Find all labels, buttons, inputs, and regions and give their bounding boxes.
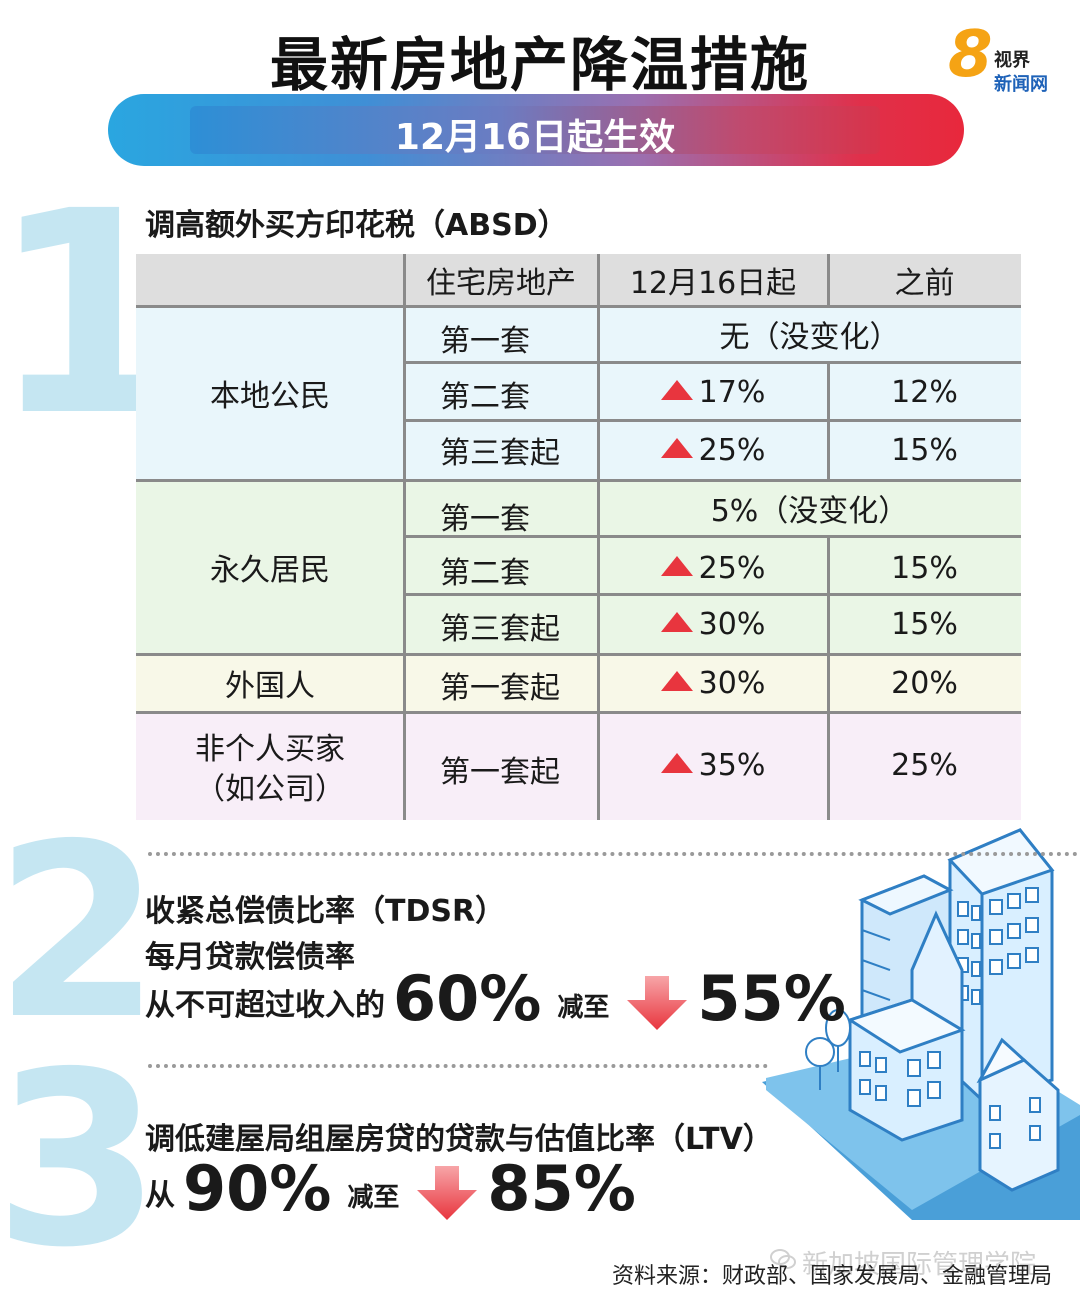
grid-line <box>827 254 830 306</box>
up-arrow-icon <box>660 380 693 400</box>
row-label: 第一套 <box>440 502 530 537</box>
down-arrow-icon <box>417 1166 478 1220</box>
grid-line <box>827 362 830 480</box>
down-arrow-icon <box>627 976 688 1030</box>
grid-line <box>136 653 1021 656</box>
row-label: 第二套 <box>440 380 530 415</box>
absd-table: 住宅房地产 12月16日起 之前 本地公民 第一套 无（没变化） 第二套 17%… <box>136 254 1021 820</box>
grid-line <box>136 711 1021 714</box>
merged-value: 5%（没变化） <box>710 494 909 529</box>
old-rate: 15% <box>891 432 958 468</box>
page-title: 最新房地产降温措施 <box>269 31 810 99</box>
row-label: 第二套 <box>440 556 530 591</box>
effective-date-subtitle: 12月16日起生效 <box>394 117 676 158</box>
old-rate: 25% <box>891 747 958 783</box>
row-label: 第一套 <box>440 324 530 359</box>
grid-line <box>404 593 1021 596</box>
group-citizen: 本地公民 <box>210 379 330 414</box>
citizen-bg <box>136 306 1021 480</box>
up-arrow-icon <box>660 438 693 458</box>
grid-line <box>404 535 1021 538</box>
new-rate: 30% <box>598 596 828 652</box>
foreigner-bg <box>136 654 1021 712</box>
new-rate-value: 25% <box>698 432 766 468</box>
new-rate-value: 25% <box>698 550 766 586</box>
section1-title: 调高额外买方印花税（ABSD） <box>145 208 568 243</box>
grid-line <box>404 419 1021 422</box>
up-arrow-icon <box>660 556 693 576</box>
group-pr: 永久居民 <box>210 553 330 588</box>
up-arrow-icon <box>660 612 693 632</box>
new-rate: 35% <box>598 736 828 794</box>
section3-reduce: 减至 <box>347 1183 400 1213</box>
section2-prefix: 从不可超过收入的 <box>145 988 385 1023</box>
new-rate: 25% <box>598 540 828 596</box>
group-entity-line1: 非个人买家 <box>195 732 345 767</box>
section3-change: 从 90% 减至 85% <box>145 1150 636 1220</box>
section2-to: 55% <box>697 962 846 1035</box>
section3-title: 调低建屋局组屋房贷的贷款与估值比率（LTV） <box>145 1122 773 1157</box>
old-rate: 15% <box>891 606 958 642</box>
group-foreigner: 外国人 <box>225 669 315 704</box>
row-label: 第三套起 <box>440 436 560 471</box>
new-rate-value: 30% <box>698 665 766 701</box>
section-number-2: 2 <box>0 792 161 1072</box>
new-rate-value: 30% <box>698 606 766 642</box>
entity-bg <box>136 712 1021 820</box>
logo-text-line2: 新闻网 <box>994 74 1048 95</box>
header-old-rate: 之前 <box>828 254 1021 306</box>
grid-line <box>404 361 1021 364</box>
header-empty <box>136 254 404 306</box>
grid-line <box>597 254 600 820</box>
new-rate-value: 35% <box>698 747 766 783</box>
section-number-3: 3 <box>0 1020 161 1300</box>
separator <box>148 1064 768 1068</box>
data-source: 资料来源：财政部、国家发展局、金融管理局 <box>612 1264 1053 1289</box>
header-new-rate: 12月16日起 <box>598 254 828 306</box>
old-rate: 15% <box>891 550 958 586</box>
merged-value: 无（没变化） <box>719 320 900 355</box>
section3-from: 90% <box>183 1152 332 1225</box>
grid-line <box>403 254 406 820</box>
logo-text-line1: 视界 <box>994 50 1030 71</box>
old-rate: 12% <box>891 374 958 410</box>
city-buildings-illustration <box>762 828 1080 1220</box>
new-rate: 17% <box>598 364 828 420</box>
subtitle-banner-inner <box>190 106 880 154</box>
new-rate: 30% <box>598 654 828 712</box>
wechat-icon <box>770 1249 796 1269</box>
old-rate: 20% <box>891 665 958 701</box>
separator <box>148 852 1078 856</box>
grid-line <box>136 305 1021 308</box>
section2-change: 从不可超过收入的 60% 减至 55% <box>145 960 846 1030</box>
section3-to: 85% <box>487 1152 636 1225</box>
section2-reduce: 减至 <box>557 993 610 1023</box>
grid-line <box>827 536 830 820</box>
up-arrow-icon <box>660 753 693 773</box>
section2-title: 收紧总偿债比率（TDSR） <box>145 894 506 929</box>
grid-line <box>136 479 1021 482</box>
section2-from: 60% <box>393 962 542 1035</box>
section2-subtitle: 每月贷款偿债率 <box>145 940 355 975</box>
header-property: 住宅房地产 <box>404 254 598 306</box>
section3-prefix: 从 <box>145 1178 175 1213</box>
row-label: 第三套起 <box>440 612 560 647</box>
new-rate-value: 17% <box>698 374 766 410</box>
row-label: 第一套起 <box>440 755 560 790</box>
watermark: 新加坡国际管理学院 <box>802 1250 1037 1280</box>
logo-mark: 8 <box>948 18 993 92</box>
row-label: 第一套起 <box>440 671 560 706</box>
new-rate: 25% <box>598 422 828 478</box>
group-entity-line2: （如公司） <box>195 772 345 807</box>
up-arrow-icon <box>660 671 693 691</box>
pr-bg <box>136 480 1021 654</box>
